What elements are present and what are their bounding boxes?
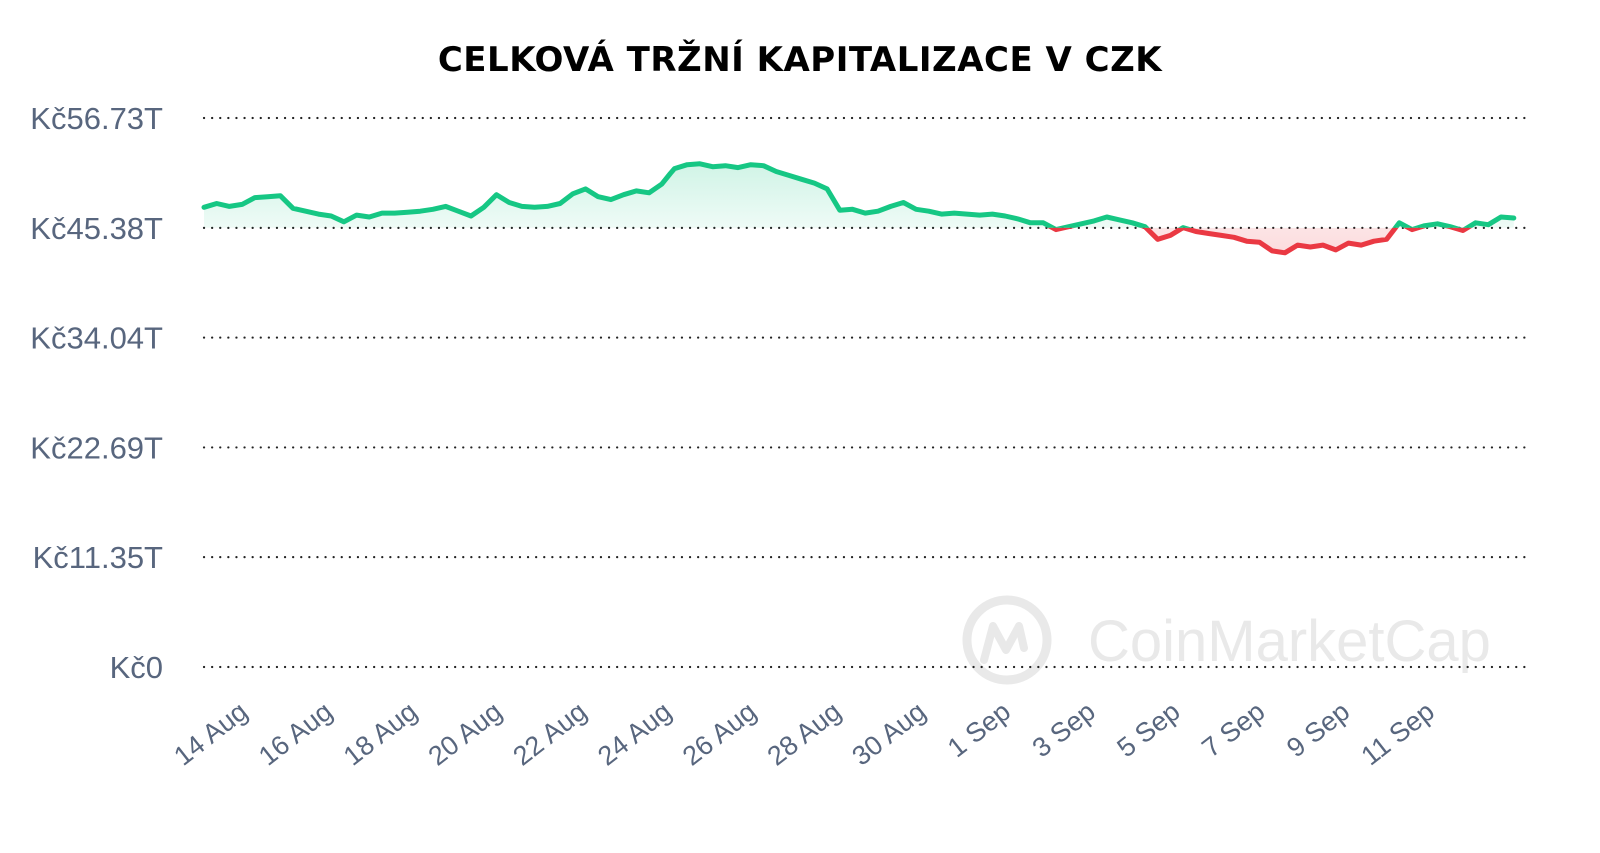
coinmarketcap-logo-wave — [980, 622, 1028, 664]
x-tick-label: 7 Sep — [1196, 696, 1270, 763]
y-axis-ticks: Kč56.73T Kč45.38T Kč34.04T Kč22.69T Kč11.35T… — [30, 101, 163, 685]
y-tick-label: Kč0 — [110, 650, 163, 685]
x-tick-label: 3 Sep — [1027, 696, 1101, 763]
x-tick-label: 26 Aug — [677, 696, 762, 771]
area-above-baseline — [204, 163, 1514, 228]
watermark-text: CoinMarketCap — [1088, 609, 1491, 674]
series-line-above — [201, 161, 1517, 228]
x-tick-label: 5 Sep — [1112, 696, 1186, 763]
chart-title: CELKOVÁ TRŽNÍ KAPITALIZACE V CZK — [437, 40, 1163, 80]
series-line-below — [1047, 227, 1473, 256]
area-below-baseline — [1052, 227, 1468, 253]
y-tick-label: Kč34.04T — [30, 321, 163, 356]
series-area — [204, 163, 1514, 253]
y-tick-label: Kč11.35T — [33, 540, 163, 575]
x-tick-label: 28 Aug — [762, 696, 847, 771]
series-line — [201, 161, 1517, 256]
y-tick-label: Kč22.69T — [30, 430, 163, 465]
x-tick-label: 9 Sep — [1281, 696, 1355, 763]
x-axis-ticks: 14 Aug 16 Aug 18 Aug 20 Aug 22 Aug 24 Aug 26 A… — [168, 696, 1440, 771]
x-tick-label: 1 Sep — [942, 696, 1016, 763]
x-tick-label: 24 Aug — [592, 696, 677, 771]
coinmarketcap-watermark: CoinMarketCap — [962, 595, 1491, 685]
x-tick-label: 30 Aug — [847, 696, 932, 771]
x-tick-label: 18 Aug — [338, 696, 423, 771]
x-tick-label: 11 Sep — [1356, 696, 1440, 771]
x-tick-label: 20 Aug — [423, 696, 508, 771]
x-tick-label: 22 Aug — [507, 696, 592, 771]
x-tick-label: 14 Aug — [168, 696, 253, 771]
coinmarketcap-logo-icon — [962, 595, 1052, 685]
y-tick-label: Kč56.73T — [30, 101, 163, 136]
y-tick-label: Kč45.38T — [30, 211, 163, 246]
x-tick-label: 16 Aug — [253, 696, 338, 771]
grid-lines — [202, 116, 1530, 669]
